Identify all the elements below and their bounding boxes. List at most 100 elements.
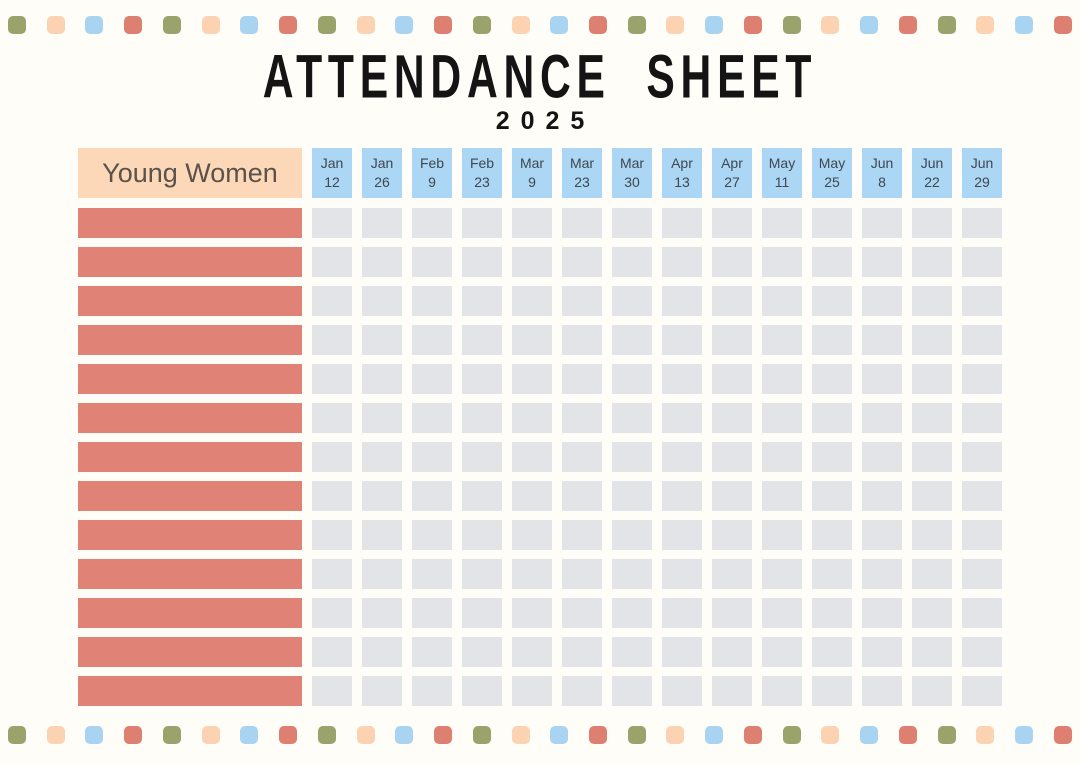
attendance-cell xyxy=(312,520,352,550)
attendance-cell xyxy=(862,325,902,355)
attendance-cell xyxy=(362,598,402,628)
attendance-cell xyxy=(762,442,802,472)
decor-square-blue xyxy=(550,16,569,34)
attendance-row xyxy=(78,637,1002,667)
decor-square-olive xyxy=(937,726,956,744)
date-day: 8 xyxy=(878,174,886,190)
attendance-cell xyxy=(812,325,852,355)
attendance-row xyxy=(78,442,1002,472)
attendance-cell xyxy=(362,676,402,706)
attendance-cell xyxy=(512,286,552,316)
attendance-cell xyxy=(462,676,502,706)
attendance-cell xyxy=(612,325,652,355)
member-name-bar xyxy=(78,520,302,550)
attendance-cell xyxy=(312,286,352,316)
attendance-cell xyxy=(412,559,452,589)
attendance-cell xyxy=(912,481,952,511)
attendance-cell xyxy=(812,481,852,511)
decor-square-peach xyxy=(201,726,220,744)
date-month: Mar xyxy=(619,155,645,172)
decor-square-blue xyxy=(395,16,414,34)
attendance-cell xyxy=(512,676,552,706)
decor-square-red xyxy=(279,726,298,744)
attendance-cell xyxy=(662,481,702,511)
decor-square-peach xyxy=(46,726,65,744)
attendance-cell xyxy=(762,676,802,706)
attendance-cell xyxy=(862,364,902,394)
date-header-cell: May 25 xyxy=(812,148,852,198)
date-day: 22 xyxy=(924,174,940,190)
attendance-cell xyxy=(312,208,352,238)
date-month: Feb xyxy=(469,155,495,172)
date-month: Jan xyxy=(370,155,394,172)
attendance-cell xyxy=(762,481,802,511)
attendance-cell xyxy=(362,637,402,667)
date-header-cell: Jan 12 xyxy=(312,148,352,198)
decor-square-red xyxy=(589,16,608,34)
attendance-cell xyxy=(412,403,452,433)
date-day: 27 xyxy=(724,174,740,190)
decor-square-olive xyxy=(782,726,801,744)
attendance-cell xyxy=(762,403,802,433)
decor-square-olive xyxy=(8,16,26,34)
attendance-cell xyxy=(662,247,702,277)
attendance-cell xyxy=(712,247,752,277)
attendance-row xyxy=(78,481,1002,511)
decor-square-peach xyxy=(46,16,65,34)
date-month: Jan xyxy=(320,155,344,172)
date-day: 23 xyxy=(574,174,590,190)
member-name-bar xyxy=(78,481,302,511)
attendance-row xyxy=(78,208,1002,238)
attendance-table: Young Women Jan 12 Jan 26 Feb 9 Feb 23 Mar 9 Mar 23… xyxy=(78,148,1002,706)
date-header-cell: Apr 13 xyxy=(662,148,702,198)
attendance-cell xyxy=(562,403,602,433)
decor-square-olive xyxy=(472,726,491,744)
attendance-cell xyxy=(662,208,702,238)
attendance-cell xyxy=(412,208,452,238)
decor-square-peach xyxy=(821,16,840,34)
attendance-cell xyxy=(562,286,602,316)
group-label-cell: Young Women xyxy=(78,148,302,198)
date-month: Jun xyxy=(920,155,944,172)
decor-square-olive xyxy=(937,16,956,34)
attendance-cell xyxy=(962,676,1002,706)
member-name-bar xyxy=(78,442,302,472)
attendance-cell xyxy=(912,286,952,316)
attendance-cell xyxy=(612,598,652,628)
attendance-cell xyxy=(962,559,1002,589)
attendance-cell xyxy=(512,520,552,550)
decor-square-red xyxy=(898,726,917,744)
attendance-cell xyxy=(362,403,402,433)
attendance-cell xyxy=(562,520,602,550)
attendance-cell xyxy=(462,559,502,589)
attendance-cell xyxy=(462,325,502,355)
attendance-row xyxy=(78,676,1002,706)
attendance-cell xyxy=(712,208,752,238)
decor-square-olive xyxy=(782,16,801,34)
attendance-cell xyxy=(562,559,602,589)
date-header-cell: Jun 22 xyxy=(912,148,952,198)
attendance-cell xyxy=(512,247,552,277)
attendance-cell xyxy=(662,676,702,706)
attendance-cell xyxy=(562,637,602,667)
date-month: Jun xyxy=(870,155,894,172)
date-month: Jun xyxy=(970,155,994,172)
page-title: Attendance Sheet xyxy=(262,43,818,112)
attendance-cell xyxy=(512,442,552,472)
decor-square-blue xyxy=(85,726,104,744)
attendance-row xyxy=(78,403,1002,433)
decor-square-olive xyxy=(627,726,646,744)
attendance-cell xyxy=(562,598,602,628)
attendance-cell xyxy=(962,403,1002,433)
attendance-cell xyxy=(812,286,852,316)
member-name-bar xyxy=(78,286,302,316)
attendance-cell xyxy=(462,208,502,238)
attendance-cell xyxy=(812,442,852,472)
attendance-cell xyxy=(912,403,952,433)
decor-square-peach xyxy=(666,726,685,744)
member-name-bar xyxy=(78,325,302,355)
attendance-cell xyxy=(612,520,652,550)
attendance-cell xyxy=(612,637,652,667)
attendance-row xyxy=(78,247,1002,277)
decor-square-peach xyxy=(511,726,530,744)
